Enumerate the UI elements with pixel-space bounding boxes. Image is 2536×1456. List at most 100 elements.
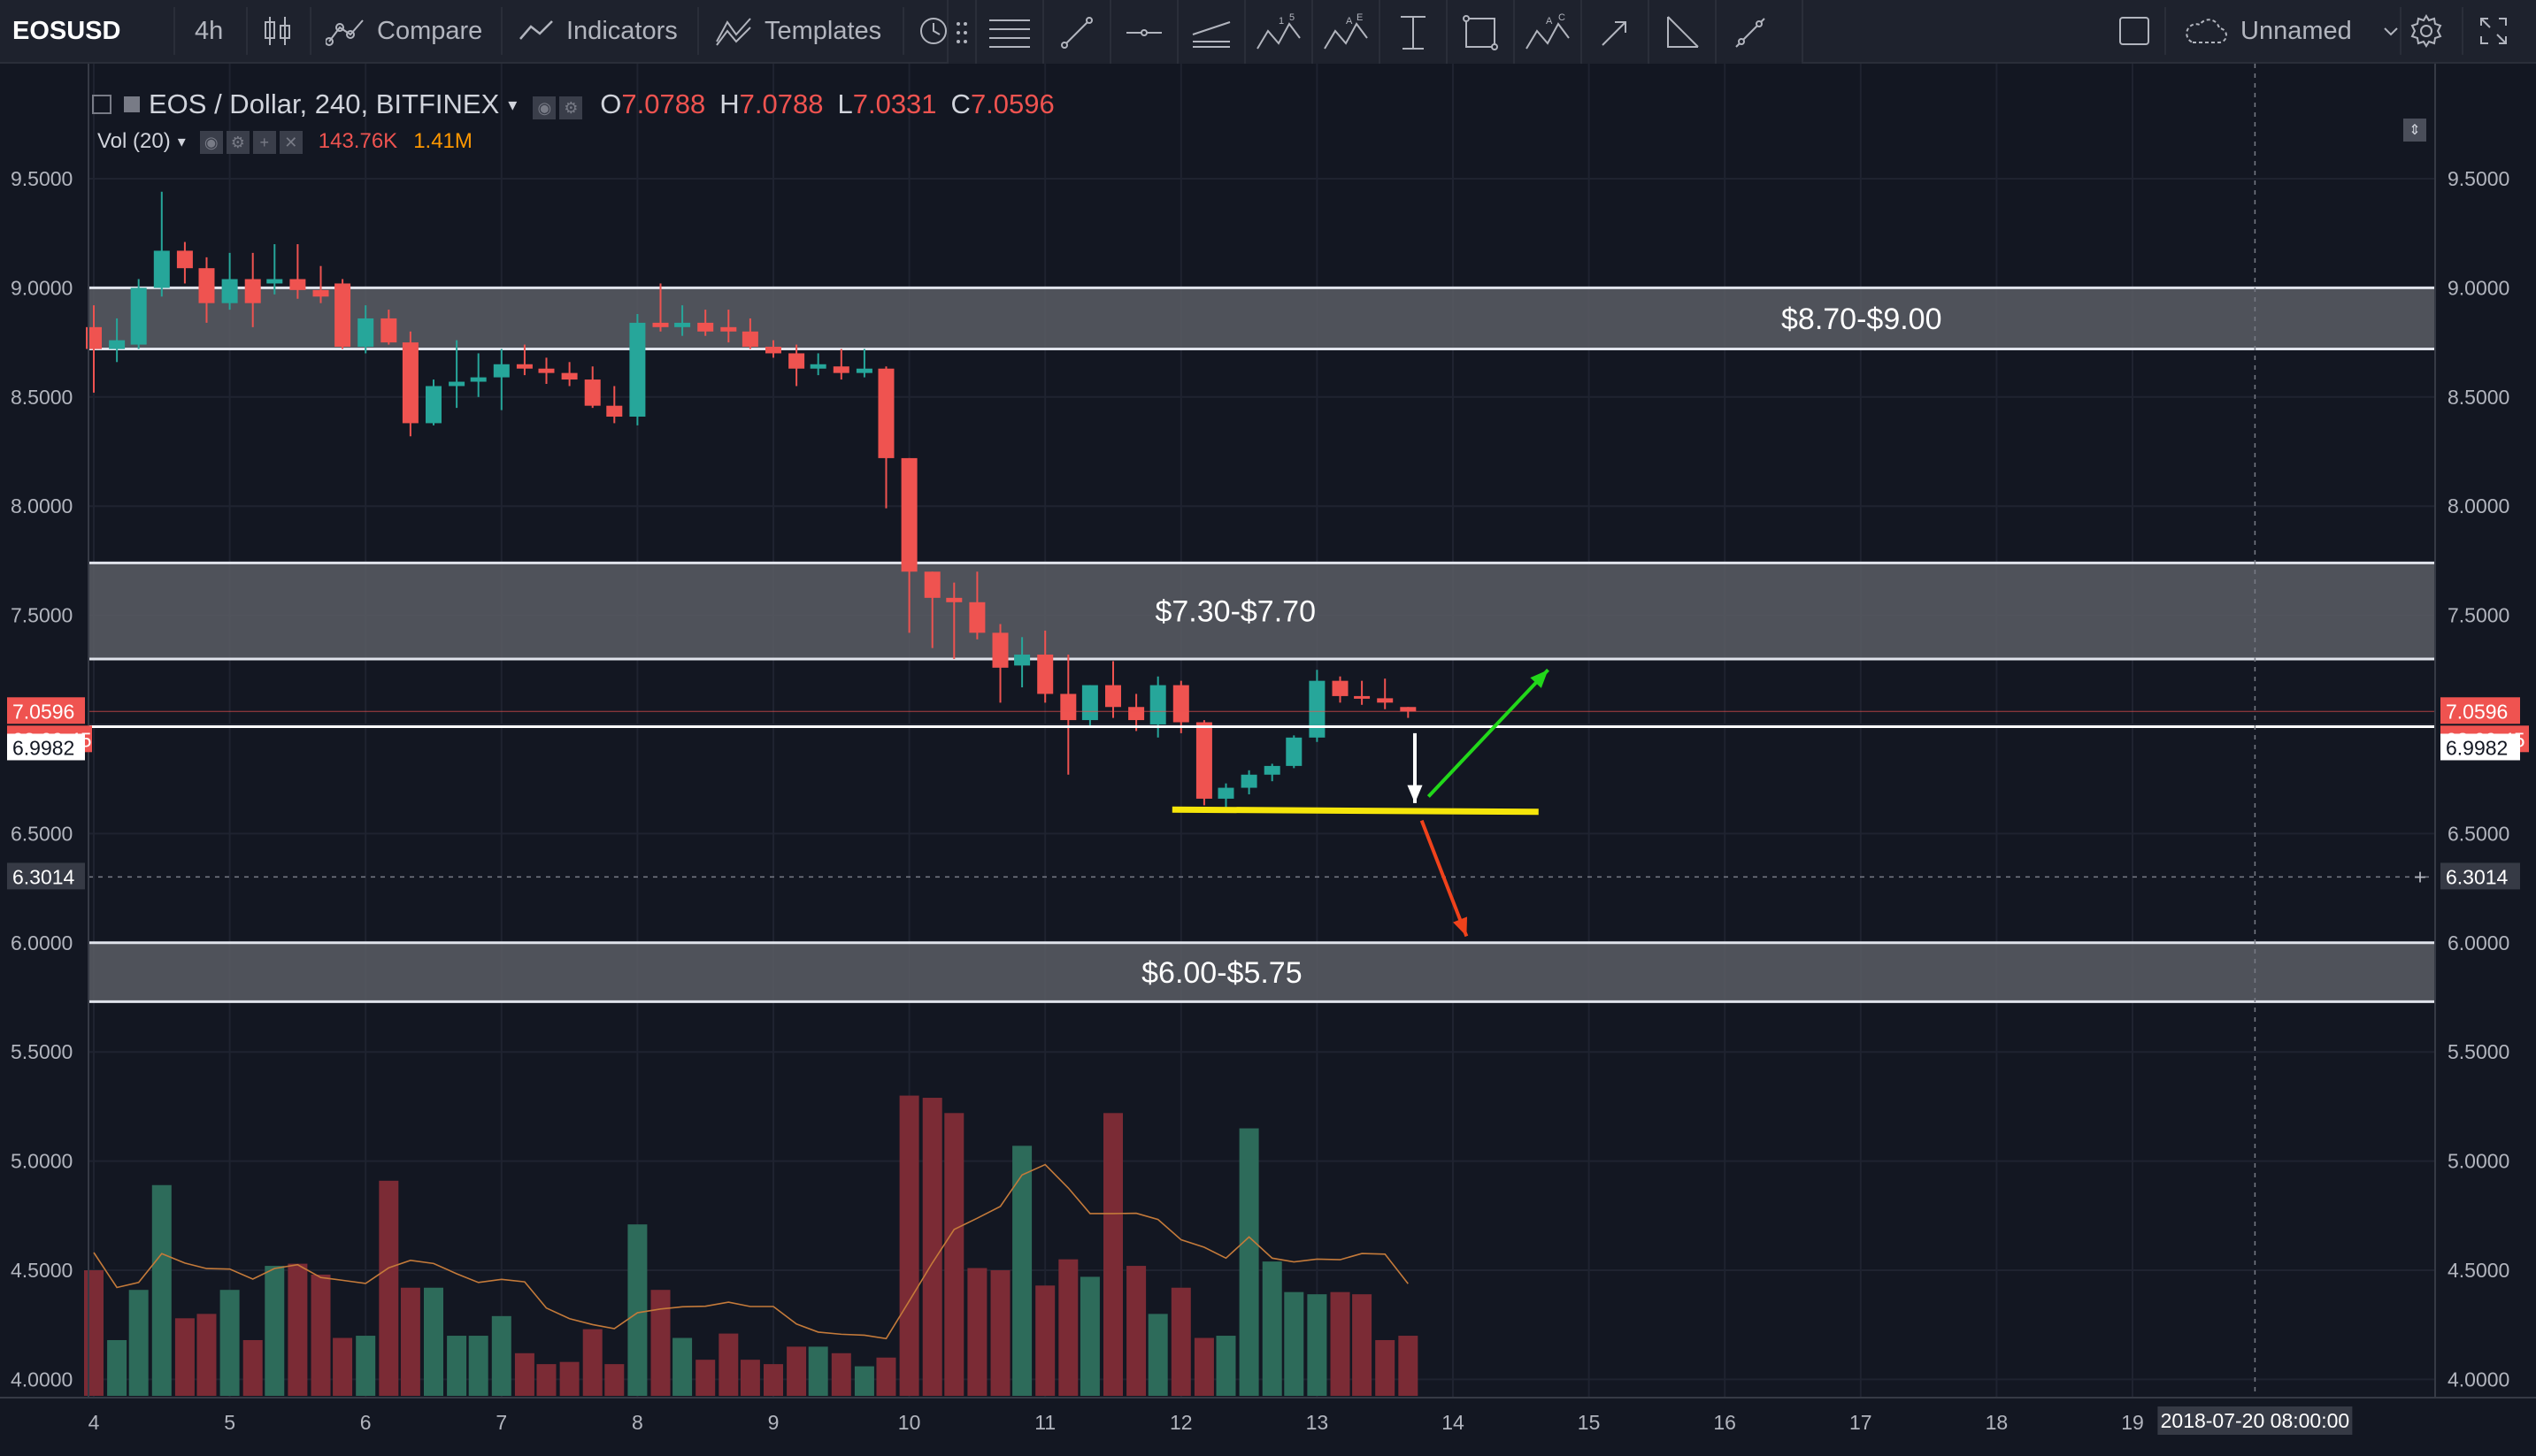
volume-legend[interactable]: Vol (20) ▾ ◉ ⚙ + ✕ 143.76K 1.41M — [97, 126, 473, 157]
horizontal-line-icon — [1126, 29, 1162, 36]
volume-bar — [1012, 1146, 1033, 1396]
volume-bar — [627, 1224, 648, 1396]
volume-bar — [944, 1113, 964, 1396]
candle-down — [992, 632, 1009, 668]
tool-parallel-channel[interactable] — [1179, 0, 1246, 65]
expand-icon — [2480, 18, 2507, 44]
time-tick-label: 16 — [1713, 1411, 1736, 1434]
price-tick-label-right: 7.5000 — [2448, 604, 2509, 627]
tool-rectangle[interactable] — [1448, 0, 1515, 65]
add-icon[interactable]: + — [252, 131, 276, 154]
series-dropdown-icon[interactable]: ▾ — [508, 95, 518, 115]
tool-pattern-xabcd[interactable]: 1 5 — [1246, 0, 1313, 65]
pattern-icon: 1 5 — [1256, 13, 1301, 50]
volume-bar — [379, 1180, 399, 1396]
volume-bars — [84, 1095, 1418, 1396]
symbol-search-button[interactable]: EOSUSD — [12, 16, 121, 45]
tool-trend-line[interactable] — [1044, 0, 1111, 65]
toolbar-divider — [501, 7, 503, 55]
gear-icon — [2410, 14, 2442, 48]
volume-bar — [536, 1364, 557, 1396]
last-price-badge-right-bg — [2440, 697, 2520, 724]
indicators-button[interactable]: Indicators — [519, 0, 678, 62]
crosshair-price-badge-left-bg — [7, 862, 85, 890]
collapse-icon[interactable] — [92, 95, 111, 114]
low-value: 7.0331 — [852, 88, 937, 119]
high-label: H — [719, 88, 740, 119]
volume-bar — [650, 1290, 671, 1396]
candle-down — [244, 279, 261, 303]
volume-bar — [400, 1287, 420, 1396]
volume-bar — [854, 1366, 874, 1396]
candle-down — [538, 368, 555, 373]
tool-angle[interactable] — [1649, 0, 1717, 65]
fullscreen-button[interactable] — [2478, 0, 2509, 62]
candle-down — [969, 602, 986, 633]
toolbar-divider — [246, 7, 248, 55]
tool-text[interactable] — [1380, 0, 1448, 65]
interval-button[interactable]: 4h — [195, 16, 224, 45]
fullscreen-square-button[interactable] — [2117, 0, 2152, 62]
compare-button[interactable]: Compare — [326, 0, 482, 62]
clock-icon — [920, 18, 947, 44]
candle-up — [470, 377, 487, 382]
volume-bar — [582, 1329, 603, 1396]
candle-up — [221, 279, 238, 303]
candle-down — [833, 366, 849, 373]
down-arrow-red-head — [1453, 916, 1468, 937]
candle-down — [561, 372, 578, 380]
volume-bar — [174, 1318, 195, 1396]
save-layout-button[interactable]: Unnamed — [2182, 0, 2402, 62]
support-resistance-zones: $8.70-$9.00 $7.30-$7.70 $6.00-$5.75 — [88, 286, 2435, 1003]
price-chart[interactable]: $8.70-$9.00 $7.30-$7.70 $6.00-$5.75 9.5000… — [0, 64, 2536, 1456]
candle-up — [357, 318, 374, 348]
tool-arrow[interactable] — [1582, 0, 1649, 65]
candle-down — [1060, 694, 1077, 721]
channel-icon — [1192, 21, 1231, 48]
candle-up — [449, 381, 465, 387]
tool-elliott-wave[interactable]: A E — [1313, 0, 1380, 65]
compare-icon — [326, 19, 364, 46]
tool-menu[interactable] — [977, 0, 1044, 65]
tool-abcd-pattern[interactable]: A C — [1515, 0, 1582, 65]
eye-icon[interactable]: ◉ — [533, 96, 557, 119]
volume-ma-value: 1.41M — [413, 129, 473, 153]
volume-bar — [1262, 1261, 1282, 1396]
candle-down — [901, 457, 918, 572]
chart-style-button[interactable] — [262, 0, 294, 62]
scale-lock-icon[interactable]: ⇕ — [2403, 119, 2426, 142]
time-tick-label: 10 — [898, 1411, 921, 1434]
price-tick-label-left: 7.5000 — [11, 604, 73, 627]
volume-bar — [740, 1360, 760, 1396]
chart-grid — [88, 64, 2435, 1398]
candle-down — [176, 250, 193, 269]
templates-button[interactable]: Templates — [715, 0, 881, 62]
svg-text:A: A — [1346, 16, 1353, 27]
settings-button[interactable] — [2409, 0, 2444, 62]
volume-bar — [604, 1364, 625, 1396]
price-tick-label-right: 4.5000 — [2448, 1259, 2509, 1282]
elliott-icon: A E — [1324, 13, 1368, 50]
volume-dropdown-icon[interactable]: ▾ — [177, 132, 186, 150]
settings-small-icon[interactable]: ⚙ — [226, 131, 250, 154]
templates-label: Templates — [765, 16, 882, 45]
close-icon[interactable]: ✕ — [279, 131, 303, 154]
volume-bar — [559, 1361, 580, 1396]
time-tick-label: 7 — [496, 1411, 507, 1434]
candle-down — [516, 364, 533, 369]
alert-clock-button[interactable] — [918, 0, 949, 62]
volume-bar — [196, 1314, 217, 1396]
tool-horizontal-line[interactable] — [1111, 0, 1179, 65]
drag-handle[interactable] — [949, 0, 977, 65]
settings-small-icon[interactable]: ⚙ — [559, 96, 583, 119]
series-legend[interactable]: EOS / Dollar, 240, BITFINEX ▾ ◉ ⚙ O 7.0788… — [92, 85, 1055, 124]
series-title: EOS / Dollar, 240, BITFINEX — [149, 88, 500, 119]
candle-down — [652, 322, 669, 327]
eye-icon[interactable]: ◉ — [199, 131, 223, 154]
candle-up — [1014, 655, 1031, 666]
candle-down — [584, 379, 601, 406]
time-tick-label: 9 — [768, 1411, 780, 1434]
tool-measure[interactable] — [1717, 0, 1784, 65]
volume-bar — [1216, 1336, 1236, 1396]
indicators-icon — [519, 20, 553, 40]
